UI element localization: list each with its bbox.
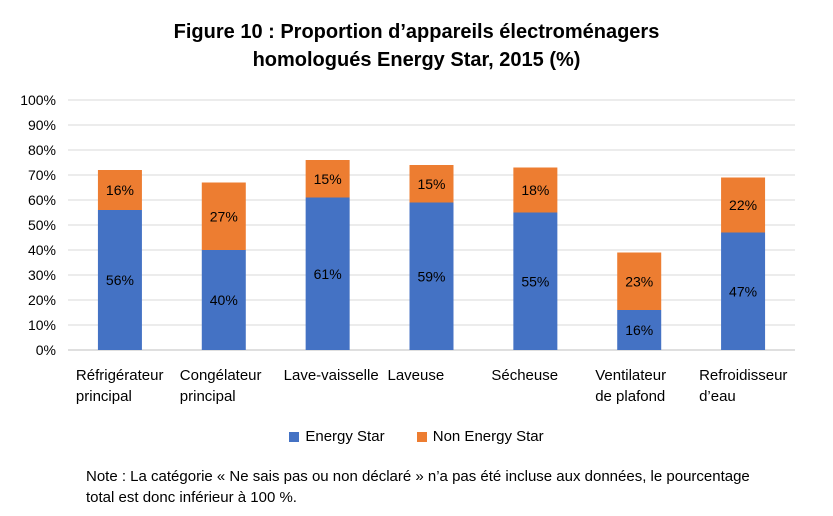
data-label: 56% bbox=[106, 272, 134, 288]
y-tick-label: 30% bbox=[28, 267, 56, 283]
y-tick-label: 70% bbox=[28, 167, 56, 183]
legend-item-non-energy-star: Non Energy Star bbox=[416, 428, 544, 445]
x-tick-label: principal bbox=[180, 388, 236, 405]
legend-swatch-energy-star bbox=[289, 431, 300, 442]
bar-segment bbox=[97, 170, 142, 210]
legend-item-energy-star: Energy Star bbox=[289, 428, 385, 445]
x-tick-label: Ventilateur bbox=[595, 367, 666, 384]
y-tick-label: 0% bbox=[36, 342, 56, 358]
bar-segment bbox=[721, 232, 766, 350]
legend-swatch-non-energy-star bbox=[416, 431, 427, 442]
data-label: 59% bbox=[417, 268, 445, 284]
data-label: 18% bbox=[521, 182, 549, 198]
data-label: 15% bbox=[314, 171, 342, 187]
data-label: 27% bbox=[210, 208, 238, 224]
x-tick-label: principal bbox=[76, 388, 132, 405]
bar-segment bbox=[305, 160, 350, 198]
y-tick-label: 50% bbox=[28, 217, 56, 233]
data-label: 47% bbox=[729, 283, 757, 299]
x-tick-label: Refroidisseur bbox=[699, 367, 787, 384]
chart-title: Figure 10 : Proportion d’appareils élect… bbox=[0, 18, 833, 74]
x-tick-label: Sécheuse bbox=[491, 367, 558, 384]
y-tick-label: 90% bbox=[28, 117, 56, 133]
bar-segment bbox=[201, 250, 246, 350]
y-tick-label: 10% bbox=[28, 317, 56, 333]
data-label: 61% bbox=[314, 266, 342, 282]
bar-segment bbox=[721, 177, 766, 233]
data-label: 16% bbox=[625, 322, 653, 338]
footnote: Note : La catégorie « Ne sais pas ou non… bbox=[86, 468, 750, 506]
x-tick-label: Congélateur bbox=[180, 367, 262, 384]
chart-title-line-1: Figure 10 : Proportion d’appareils élect… bbox=[173, 21, 660, 43]
data-label: 15% bbox=[417, 176, 445, 192]
x-tick-label: d’eau bbox=[699, 388, 736, 405]
legend-label-energy-star: Energy Star bbox=[305, 428, 385, 445]
bar-segment bbox=[513, 167, 558, 213]
x-tick-label: Lave-vaisselle bbox=[284, 367, 379, 384]
bar-segment bbox=[201, 182, 246, 250]
x-tick-label: de plafond bbox=[595, 388, 665, 405]
data-label: 23% bbox=[625, 273, 653, 289]
bar-segment bbox=[97, 210, 142, 350]
bar-segment bbox=[513, 212, 558, 350]
data-label: 16% bbox=[106, 182, 134, 198]
data-label: 40% bbox=[210, 292, 238, 308]
data-label: 55% bbox=[521, 273, 549, 289]
data-label: 22% bbox=[729, 197, 757, 213]
x-tick-label: Laveuse bbox=[388, 367, 445, 384]
y-tick-label: 100% bbox=[20, 92, 56, 108]
y-tick-label: 20% bbox=[28, 292, 56, 308]
x-tick-label: Réfrigérateur bbox=[76, 367, 164, 384]
legend-label-non-energy-star: Non Energy Star bbox=[432, 428, 544, 445]
chart-title-line-2: homologués Energy Star, 2015 (%) bbox=[252, 49, 581, 71]
bar-segment bbox=[409, 202, 454, 350]
bar-segment bbox=[305, 197, 350, 350]
legend: Energy Star Non Energy Star bbox=[0, 428, 833, 446]
y-tick-label: 80% bbox=[28, 142, 56, 158]
bar-segment bbox=[409, 165, 454, 203]
bar-segment bbox=[617, 310, 662, 350]
bar-segment bbox=[617, 252, 662, 310]
y-tick-label: 60% bbox=[28, 192, 56, 208]
y-tick-label: 40% bbox=[28, 242, 56, 258]
